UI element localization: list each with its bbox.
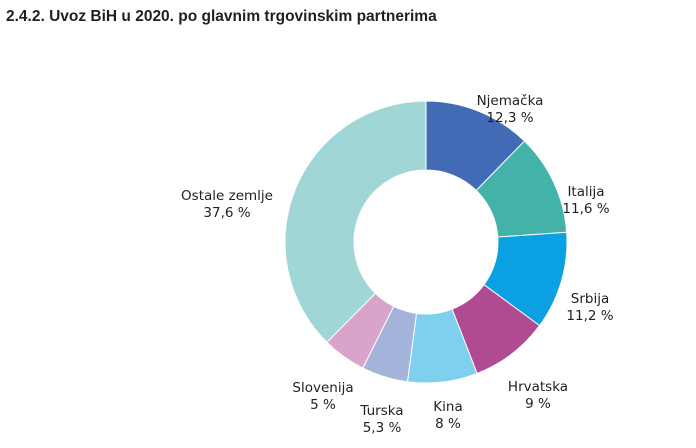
- slice-value-label: 11,2 %: [566, 308, 613, 324]
- chart-title: 2.4.2. Uvoz BiH u 2020. po glavnim trgov…: [6, 8, 437, 25]
- slice-value-label: 37,6 %: [203, 205, 250, 221]
- slice-label: Njemačka: [477, 93, 544, 109]
- slice-value-label: 9 %: [525, 396, 551, 412]
- slice-label: Ostale zemlje: [181, 188, 273, 204]
- slice-label: Hrvatska: [508, 379, 568, 395]
- slice-label: Italija: [567, 184, 604, 200]
- slice-value-label: 11,6 %: [562, 201, 609, 217]
- slice-label: Slovenija: [292, 380, 353, 396]
- slices-group: [284, 100, 568, 384]
- slice-value-label: 8 %: [435, 416, 461, 432]
- slice-label: Turska: [359, 403, 403, 419]
- slice-label: Srbija: [571, 291, 609, 307]
- slice-value-label: 5 %: [310, 397, 336, 413]
- slice-label: Kina: [433, 399, 462, 415]
- slice-value-label: 12,3 %: [486, 110, 533, 126]
- slice-ostale-zemlje: [284, 100, 427, 344]
- slice-value-label: 5,3 %: [363, 420, 402, 436]
